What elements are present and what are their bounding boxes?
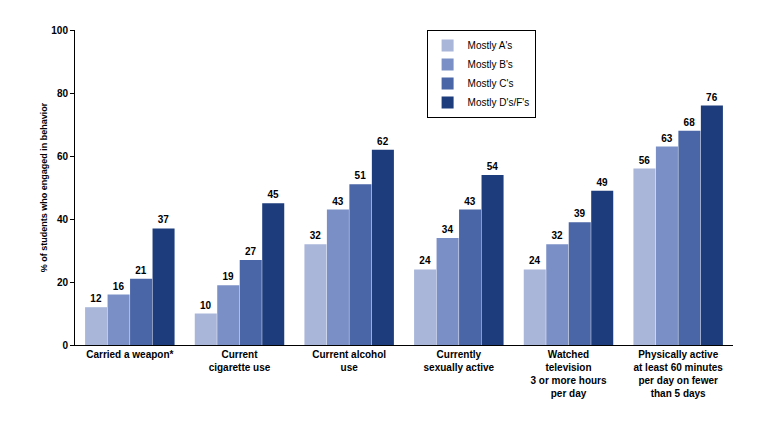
svg-text:Mostly A's: Mostly A's bbox=[468, 40, 513, 51]
svg-text:45: 45 bbox=[267, 189, 279, 200]
svg-text:62: 62 bbox=[377, 136, 389, 147]
svg-text:49: 49 bbox=[596, 177, 608, 188]
svg-text:Carried a weapon*: Carried a weapon* bbox=[86, 349, 173, 360]
svg-text:37: 37 bbox=[158, 214, 170, 225]
svg-text:51: 51 bbox=[355, 170, 367, 181]
svg-text:Currentlysexually active: Currentlysexually active bbox=[424, 349, 495, 373]
svg-text:Current alcoholuse: Current alcoholuse bbox=[312, 349, 386, 373]
svg-text:39: 39 bbox=[574, 208, 586, 219]
svg-text:20: 20 bbox=[57, 277, 69, 288]
svg-text:60: 60 bbox=[57, 151, 69, 162]
svg-text:16: 16 bbox=[113, 281, 125, 292]
svg-text:Watchedtelevision3 or more hou: Watchedtelevision3 or more hoursper day bbox=[530, 349, 607, 399]
svg-text:27: 27 bbox=[245, 246, 257, 257]
svg-text:43: 43 bbox=[464, 196, 476, 207]
svg-text:Currentcigarette use: Currentcigarette use bbox=[209, 349, 271, 373]
svg-text:63: 63 bbox=[661, 133, 673, 144]
svg-text:0: 0 bbox=[62, 340, 68, 351]
svg-text:54: 54 bbox=[487, 161, 499, 172]
svg-text:Mostly D's/F's: Mostly D's/F's bbox=[468, 97, 530, 108]
svg-text:80: 80 bbox=[57, 88, 69, 99]
svg-text:24: 24 bbox=[529, 255, 541, 266]
svg-text:32: 32 bbox=[310, 230, 322, 241]
svg-text:76: 76 bbox=[706, 92, 718, 103]
svg-text:21: 21 bbox=[135, 265, 147, 276]
svg-text:43: 43 bbox=[332, 196, 344, 207]
svg-text:100: 100 bbox=[51, 25, 68, 36]
svg-text:Mostly B's: Mostly B's bbox=[468, 59, 513, 70]
svg-text:34: 34 bbox=[442, 224, 454, 235]
svg-text:68: 68 bbox=[684, 117, 696, 128]
svg-text:56: 56 bbox=[639, 155, 651, 166]
svg-text:24: 24 bbox=[419, 255, 431, 266]
svg-text:12: 12 bbox=[90, 293, 102, 304]
svg-text:% of students who engaged in b: % of students who engaged in behavior bbox=[39, 102, 49, 272]
svg-text:32: 32 bbox=[551, 230, 563, 241]
svg-text:19: 19 bbox=[222, 271, 234, 282]
svg-text:Physically activeat least 60 m: Physically activeat least 60 minutesper … bbox=[633, 349, 723, 399]
svg-text:Mostly C's: Mostly C's bbox=[468, 78, 514, 89]
svg-text:10: 10 bbox=[200, 300, 212, 311]
svg-text:40: 40 bbox=[57, 214, 69, 225]
